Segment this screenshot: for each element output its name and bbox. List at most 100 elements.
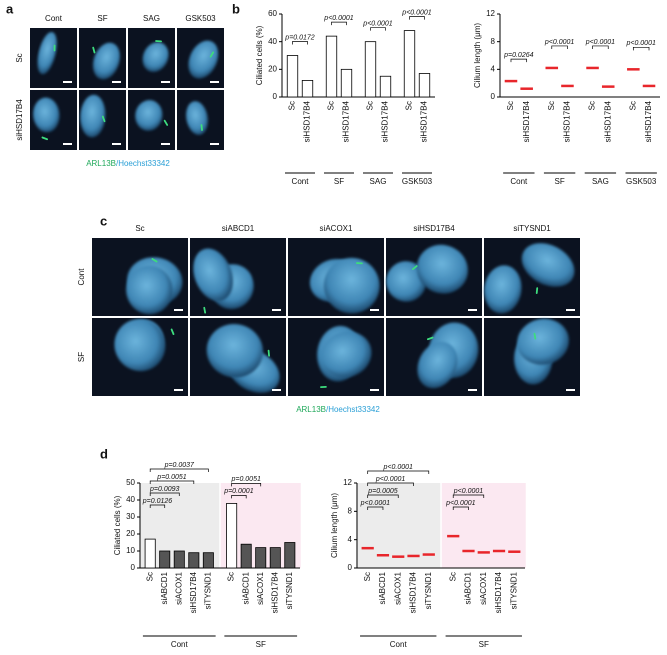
group-label: SF xyxy=(334,177,344,186)
x-tick-label: siTYSND1 xyxy=(424,571,433,609)
group-label: Cont xyxy=(510,177,528,186)
y-tick-label: 0 xyxy=(273,92,278,101)
p-value: p=0.0037 xyxy=(164,462,195,469)
nucleus xyxy=(206,324,264,378)
x-tick-label: siHSD17B4 xyxy=(644,100,653,142)
p-value: p<0.0001 xyxy=(445,500,475,507)
x-tick-label: siHSD17B4 xyxy=(522,100,531,142)
row-label: Cont xyxy=(77,268,86,286)
group-label: GSK503 xyxy=(626,177,657,186)
group-label: Cont xyxy=(390,640,408,649)
bracket xyxy=(510,58,528,63)
x-tick-label: siABCD1 xyxy=(160,571,169,604)
column-label: Sc xyxy=(135,224,144,233)
y-tick-label: 40 xyxy=(268,37,277,46)
bar xyxy=(403,30,416,98)
p-value: p=0.0172 xyxy=(284,34,314,41)
bracket xyxy=(452,506,469,510)
column-label: GSK503 xyxy=(185,14,216,23)
bracket xyxy=(149,492,180,496)
caption-stain: ARL13B xyxy=(296,405,326,414)
bar xyxy=(340,68,353,98)
p-value: p=0.0264 xyxy=(503,52,533,59)
cilium xyxy=(203,306,207,314)
group-label: SAG xyxy=(370,177,387,186)
nucleus xyxy=(521,243,575,287)
nucleus xyxy=(323,257,380,314)
p-value: p<0.0001 xyxy=(360,500,390,507)
y-tick-label: 8 xyxy=(491,37,496,46)
x-tick-label: siHSD17B4 xyxy=(270,571,279,613)
cilium xyxy=(209,51,215,58)
bar xyxy=(379,75,392,98)
caption-counterstain: /Hoechst33342 xyxy=(116,159,170,168)
bar xyxy=(144,538,156,569)
p-value: p=0.0093 xyxy=(149,486,179,493)
bar xyxy=(301,80,314,98)
p-value: p<0.0001 xyxy=(375,476,405,483)
bracket xyxy=(409,16,425,20)
bracket xyxy=(592,45,609,49)
y-axis-label: Cilium length (μm) xyxy=(330,493,339,558)
group-label: Cont xyxy=(171,640,189,649)
bracket xyxy=(367,506,384,510)
panel-label: a xyxy=(6,1,14,16)
nucleus xyxy=(33,97,60,133)
cilium xyxy=(426,336,434,341)
p-value: p=0.0051 xyxy=(230,476,260,483)
x-tick-label: Sc xyxy=(288,101,297,110)
x-tick-label: Sc xyxy=(363,572,372,581)
x-tick-label: siABCD1 xyxy=(378,571,387,604)
x-tick-label: Sc xyxy=(227,572,236,581)
x-tick-label: siHSD17B4 xyxy=(603,100,612,142)
x-tick-label: Sc xyxy=(366,101,375,110)
p-value: p<0.0001 xyxy=(362,21,392,28)
x-tick-label: siHSD17B4 xyxy=(381,100,390,142)
y-tick-label: 10 xyxy=(126,546,135,555)
bracket xyxy=(331,21,347,26)
p-value: p<0.0001 xyxy=(401,9,431,16)
y-tick-label: 0 xyxy=(491,92,496,101)
p-value: p=0.0051 xyxy=(156,474,186,481)
y-tick-label: 0 xyxy=(348,563,353,572)
group-label: GSK503 xyxy=(402,177,433,186)
nucleus xyxy=(126,265,173,315)
nucleus xyxy=(517,318,569,365)
y-tick-label: 20 xyxy=(126,529,135,538)
nucleus xyxy=(114,318,166,372)
row-label: SF xyxy=(77,352,86,362)
cilium xyxy=(41,136,49,141)
p-value: p<0.0001 xyxy=(453,488,483,495)
group-label: SF xyxy=(554,177,564,186)
y-axis-label: Cilium length (μm) xyxy=(473,23,482,88)
bracket xyxy=(292,41,308,45)
x-tick-label: siACOX1 xyxy=(256,571,265,604)
caption-counterstain: /Hoechst33342 xyxy=(326,405,380,414)
y-tick-label: 50 xyxy=(126,478,135,487)
panel-label: d xyxy=(100,446,108,461)
x-tick-label: siACOX1 xyxy=(174,571,183,604)
x-tick-label: Sc xyxy=(506,101,515,110)
y-tick-label: 12 xyxy=(343,478,352,487)
y-tick-label: 40 xyxy=(126,495,135,504)
column-label: SF xyxy=(97,14,107,23)
y-tick-label: 0 xyxy=(131,563,136,572)
p-value: p=0.0001 xyxy=(223,488,253,495)
bracket xyxy=(231,495,247,499)
bracket xyxy=(149,480,195,484)
cilium xyxy=(200,124,203,131)
group-label: SF xyxy=(479,640,489,649)
y-tick-label: 4 xyxy=(491,64,496,73)
y-axis-label: Ciliated cells (%) xyxy=(113,495,122,555)
cilium xyxy=(533,332,537,340)
p-value: p=0.0005 xyxy=(367,488,397,495)
bracket xyxy=(367,470,430,474)
column-label: siTYSND1 xyxy=(513,224,551,233)
column-label: Cont xyxy=(45,14,63,23)
bracket xyxy=(149,468,209,472)
nucleus xyxy=(80,94,106,138)
p-value: p<0.0001 xyxy=(544,39,574,46)
bracket xyxy=(551,45,568,49)
bar xyxy=(188,552,200,569)
x-tick-label: siTYSND1 xyxy=(203,571,212,609)
